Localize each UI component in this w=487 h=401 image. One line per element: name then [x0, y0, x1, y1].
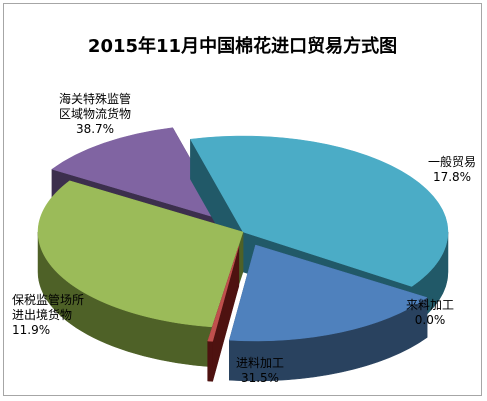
pie-slice-processing-supplied-top: [207, 246, 240, 342]
slice-label-processing-imported-pct: 31.5%: [240, 371, 280, 385]
slice-label-general-trade: 一般贸易 17.8%: [422, 155, 482, 185]
slice-label-bonded-supervision: 保税监管场所 进出境货物 11.9%: [12, 293, 112, 338]
slice-label-processing-imported-name: 进料加工: [235, 356, 284, 370]
pie-slice-special-customs-zone-top: [189, 135, 449, 287]
slice-label-general-trade-name: 一般贸易: [427, 155, 476, 169]
slice-label-processing-supplied: 来料加工 0.0%: [400, 298, 460, 328]
slice-label-special-customs-zone: 海关特殊监管 区域物流货物 38.7%: [45, 92, 145, 137]
chart-title: 2015年11月中国棉花进口贸易方式图: [87, 36, 398, 57]
pie-slice-general-trade: [229, 244, 428, 382]
pie-slice-processing-supplied: [207, 246, 240, 382]
slice-label-special-customs-zone-line2: 区域物流货物: [58, 107, 131, 121]
slice-label-bonded-supervision-line1: 保税监管场所: [12, 293, 85, 307]
slice-label-bonded-supervision-pct: 11.9%: [12, 323, 51, 337]
slice-label-special-customs-zone-pct: 38.7%: [75, 122, 115, 136]
pie-slice-bonded-supervision-top: [51, 127, 226, 221]
slice-label-processing-imported: 进料加工 31.5%: [230, 356, 290, 386]
slice-label-bonded-supervision-line2: 进出境货物: [12, 308, 73, 322]
pie-slice-processing-supplied-side-0: [207, 340, 213, 382]
slice-label-special-customs-zone-line1: 海关特殊监管: [58, 92, 131, 106]
pie-slice-processing-imported-top: [37, 180, 244, 328]
slice-label-processing-supplied-pct: 0.0%: [414, 313, 446, 327]
slice-label-processing-supplied-name: 来料加工: [405, 298, 454, 312]
pie-slice-general-trade-top: [229, 244, 428, 342]
slice-label-general-trade-pct: 17.8%: [432, 170, 472, 184]
